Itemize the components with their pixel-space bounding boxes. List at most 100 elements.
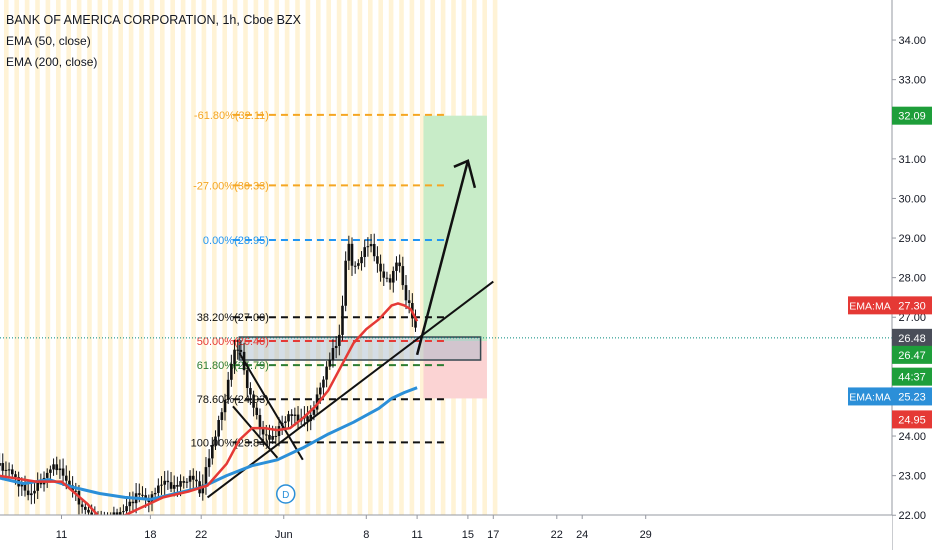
candle-body xyxy=(338,334,341,346)
candle-body xyxy=(0,463,1,466)
session-band xyxy=(253,0,259,515)
candle-body xyxy=(306,416,309,422)
candle-body xyxy=(296,414,300,422)
trend-line[interactable] xyxy=(206,280,494,499)
session-band xyxy=(56,0,61,515)
candle-body xyxy=(334,345,338,349)
price-tick-label: 29.00 xyxy=(898,233,926,245)
time-tick-label: 24 xyxy=(576,529,588,541)
symbol-title[interactable]: BANK OF AMERICA CORPORATION, 1h, Cboe BZ… xyxy=(6,13,301,27)
candle-body xyxy=(347,243,351,261)
candle-body xyxy=(226,379,230,400)
candle-body xyxy=(372,243,376,257)
price-label-badge xyxy=(892,345,932,364)
session-band xyxy=(409,0,415,515)
candle-body xyxy=(45,472,49,478)
trend-line[interactable] xyxy=(238,352,304,461)
fib-level-label: 0.00%(28.95) xyxy=(203,235,269,247)
session-band xyxy=(128,0,134,515)
session-band xyxy=(160,0,165,515)
price-label-text: 26.48 xyxy=(898,333,926,345)
candle-body xyxy=(36,481,39,491)
ema-tag-text: EMA:MA xyxy=(849,391,890,403)
candle-body xyxy=(220,412,224,421)
ema-tag-badge xyxy=(848,296,892,315)
candle-body xyxy=(366,246,370,248)
candle-body xyxy=(84,506,87,510)
candle-body xyxy=(61,468,65,476)
candle-body xyxy=(141,494,144,496)
candle-body xyxy=(395,262,398,271)
candle-body xyxy=(245,370,249,389)
price-labels: 32.09 27.30 EMA:MA 26.48 26.47 44:37 25.23 EMA:… xyxy=(848,106,932,429)
session-band xyxy=(180,0,186,515)
candle-body xyxy=(122,511,125,513)
stop-zone[interactable] xyxy=(423,341,487,399)
session-band xyxy=(108,0,113,515)
candle-body xyxy=(363,247,367,258)
candle-body xyxy=(207,458,211,468)
session-band xyxy=(45,0,51,515)
candle-body xyxy=(385,277,389,279)
session-band xyxy=(170,0,175,515)
ema-50-legend[interactable]: EMA (50, close) xyxy=(6,34,91,48)
time-tick-label: 8 xyxy=(363,529,369,541)
candle-body xyxy=(217,420,220,437)
session-band xyxy=(139,0,144,515)
session-band xyxy=(316,0,321,515)
session-band xyxy=(295,0,300,515)
price-tick-label: 27.00 xyxy=(898,312,926,324)
price-tick-label: 30.00 xyxy=(898,193,926,205)
dividend-marker-icon[interactable] xyxy=(276,484,296,504)
session-band xyxy=(76,0,82,515)
candle-body xyxy=(407,300,411,303)
candle-body xyxy=(328,359,332,367)
candle-body xyxy=(414,318,417,328)
candle-body xyxy=(185,481,189,483)
candle-body xyxy=(353,265,357,267)
candle-body xyxy=(160,484,163,486)
candle-body xyxy=(30,493,33,496)
candle-body xyxy=(309,414,313,422)
price-label-text: 32.09 xyxy=(898,111,926,123)
candle-body xyxy=(55,464,59,471)
price-candles xyxy=(0,233,417,534)
candle-body xyxy=(341,305,344,335)
fib-level-label: 38.20%(27.00) xyxy=(197,312,269,324)
candle-body xyxy=(271,435,274,440)
time-tick-label: 11 xyxy=(411,529,422,541)
price-label-badge xyxy=(892,296,932,315)
session-band xyxy=(274,0,279,515)
forecast-arrow[interactable] xyxy=(415,160,470,356)
candle-body xyxy=(315,394,319,410)
candle-body xyxy=(230,363,233,380)
price-label-badge xyxy=(892,367,932,386)
time-tick-label: 22 xyxy=(195,529,207,541)
candle-body xyxy=(325,366,328,380)
candle-body xyxy=(258,415,262,430)
candle-body xyxy=(344,260,347,306)
session-band xyxy=(14,0,19,515)
candle-body xyxy=(169,482,173,489)
price-tick-label: 33.00 xyxy=(898,75,926,87)
candle-body xyxy=(287,414,290,422)
candle-body xyxy=(331,348,335,360)
trend-line[interactable] xyxy=(232,405,279,459)
candle-body xyxy=(39,481,43,485)
target-zone[interactable] xyxy=(423,115,487,342)
session-band xyxy=(336,0,342,515)
session-band xyxy=(24,0,30,515)
candle-body xyxy=(280,422,284,427)
ema-200-legend[interactable]: EMA (200, close) xyxy=(6,55,98,69)
time-tick-label: 22 xyxy=(551,529,563,541)
candle-body xyxy=(357,263,360,266)
candle-body xyxy=(74,490,78,492)
candle-body xyxy=(87,509,90,513)
ema-200-line[interactable] xyxy=(0,386,418,501)
candle-body xyxy=(7,469,11,471)
candle-body xyxy=(391,270,395,283)
candle-body xyxy=(179,481,182,487)
candle-body xyxy=(157,485,160,493)
candle-body xyxy=(264,434,268,436)
